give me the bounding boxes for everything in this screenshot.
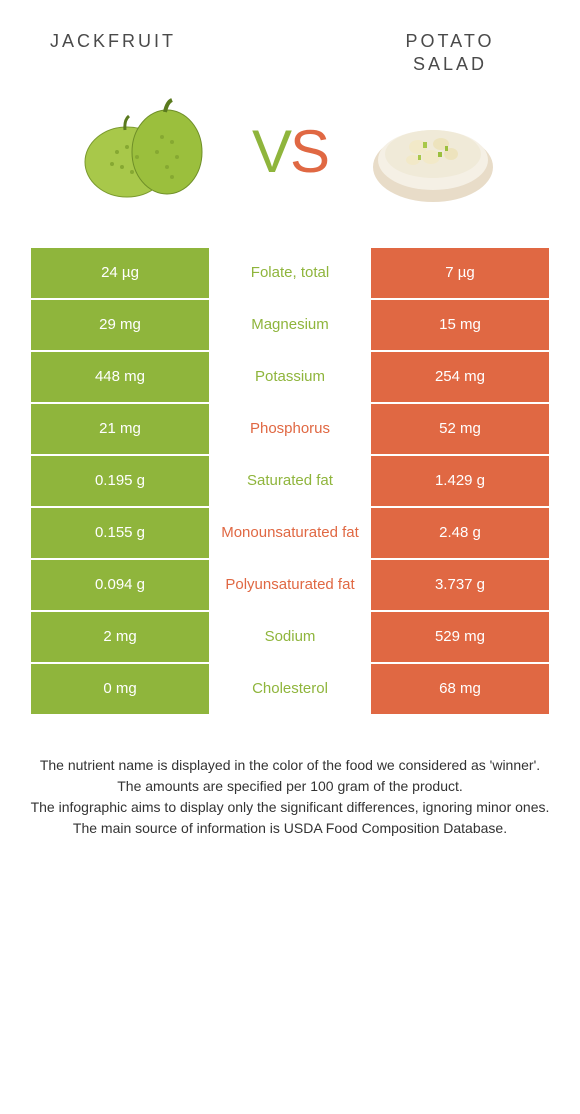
right-value: 3.737 g xyxy=(370,559,550,611)
table-row: 24 µgFolate, total7 µg xyxy=(30,247,550,299)
nutrient-label: Cholesterol xyxy=(210,663,370,715)
nutrient-label: Potassium xyxy=(210,351,370,403)
left-value: 2 mg xyxy=(30,611,210,663)
right-value: 52 mg xyxy=(370,403,550,455)
vs-v-letter: V xyxy=(252,118,290,185)
left-food-title: Jackfruit xyxy=(50,30,250,53)
nutrient-table: 24 µgFolate, total7 µg29 mgMagnesium15 m… xyxy=(30,247,550,715)
right-food-title: Potato salad xyxy=(370,30,530,77)
nutrient-label: Folate, total xyxy=(210,247,370,299)
nutrient-label: Sodium xyxy=(210,611,370,663)
right-value: 254 mg xyxy=(370,351,550,403)
nutrient-label: Magnesium xyxy=(210,299,370,351)
table-row: 29 mgMagnesium15 mg xyxy=(30,299,550,351)
right-value: 15 mg xyxy=(370,299,550,351)
potato-salad-image xyxy=(358,87,508,217)
vs-row: VS xyxy=(0,87,580,247)
table-row: 2 mgSodium529 mg xyxy=(30,611,550,663)
left-value: 24 µg xyxy=(30,247,210,299)
jackfruit-image xyxy=(72,87,222,217)
right-value: 68 mg xyxy=(370,663,550,715)
left-value: 0.195 g xyxy=(30,455,210,507)
footer-notes: The nutrient name is displayed in the co… xyxy=(0,715,580,859)
header: Jackfruit Potato salad xyxy=(0,0,580,87)
right-value: 2.48 g xyxy=(370,507,550,559)
table-row: 0.195 gSaturated fat1.429 g xyxy=(30,455,550,507)
table-row: 21 mgPhosphorus52 mg xyxy=(30,403,550,455)
left-value: 0.155 g xyxy=(30,507,210,559)
footer-line: The main source of information is USDA F… xyxy=(20,818,560,839)
nutrient-label: Saturated fat xyxy=(210,455,370,507)
left-value: 21 mg xyxy=(30,403,210,455)
footer-line: The amounts are specified per 100 gram o… xyxy=(20,776,560,797)
table-row: 0.094 gPolyunsaturated fat3.737 g xyxy=(30,559,550,611)
left-value: 29 mg xyxy=(30,299,210,351)
right-value: 529 mg xyxy=(370,611,550,663)
table-row: 0.155 gMonounsaturated fat2.48 g xyxy=(30,507,550,559)
footer-line: The nutrient name is displayed in the co… xyxy=(20,755,560,776)
table-row: 448 mgPotassium254 mg xyxy=(30,351,550,403)
vs-label: VS xyxy=(252,117,328,186)
left-value: 0.094 g xyxy=(30,559,210,611)
table-row: 0 mgCholesterol68 mg xyxy=(30,663,550,715)
vs-s-letter: S xyxy=(290,118,328,185)
footer-line: The infographic aims to display only the… xyxy=(20,797,560,818)
left-value: 0 mg xyxy=(30,663,210,715)
left-value: 448 mg xyxy=(30,351,210,403)
nutrient-label: Monounsaturated fat xyxy=(210,507,370,559)
nutrient-label: Polyunsaturated fat xyxy=(210,559,370,611)
right-value: 7 µg xyxy=(370,247,550,299)
right-value: 1.429 g xyxy=(370,455,550,507)
nutrient-label: Phosphorus xyxy=(210,403,370,455)
